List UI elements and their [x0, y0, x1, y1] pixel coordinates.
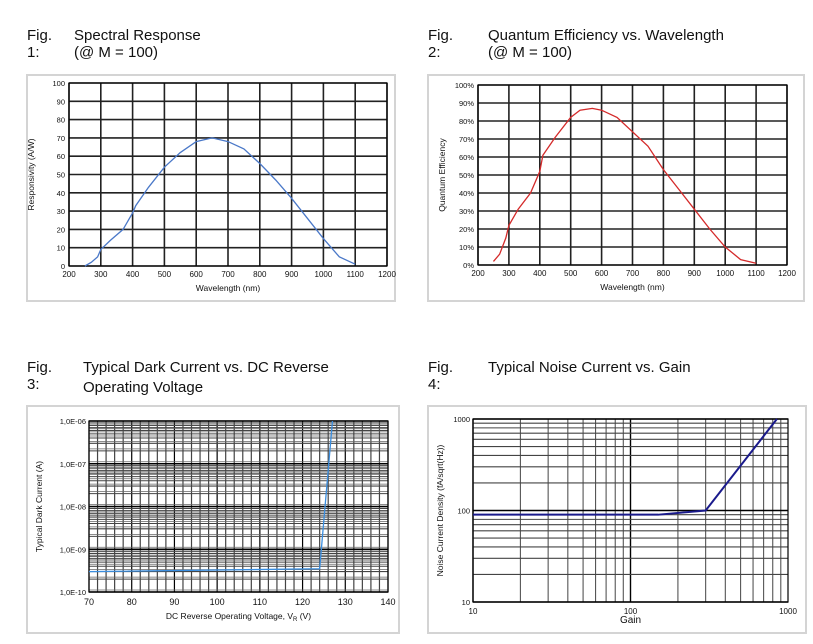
- x-tick-label: 120: [295, 597, 310, 607]
- y-tick-label: 1,0E-08: [60, 503, 86, 512]
- x-axis-label: Wavelength (nm): [196, 283, 261, 293]
- chart1-frame: [26, 74, 396, 302]
- x-axis-label: Gain: [620, 615, 641, 626]
- data-series-line: [88, 420, 334, 573]
- chart-subtitle: (@ M = 100): [74, 44, 159, 61]
- x-tick-label: 600: [595, 269, 609, 278]
- chart-subtitle: (@ M = 100): [488, 44, 573, 61]
- y-tick-label: 20%: [459, 225, 474, 234]
- y-tick-label: 40%: [459, 189, 474, 198]
- y-tick-label: 50%: [459, 171, 474, 180]
- y-tick-label: 1,0E-07: [60, 460, 86, 469]
- y-tick-label: 70%: [459, 135, 474, 144]
- y-tick-label: 90: [57, 97, 65, 106]
- chart-title: Typical Noise Current vs. Gain: [488, 359, 691, 376]
- x-tick-label: 300: [502, 269, 516, 278]
- y-tick-label: 40: [57, 189, 65, 198]
- y-tick-label: 10%: [459, 243, 474, 252]
- x-tick-label: 1200: [378, 270, 396, 279]
- x-axis-label: Wavelength (nm): [600, 282, 665, 292]
- fig-number: Fig. 2:: [428, 27, 454, 61]
- x-tick-label: 110: [253, 597, 267, 607]
- x-tick-label: 700: [221, 270, 235, 279]
- y-axis-label: Typical Dark Current (A): [34, 461, 44, 552]
- y-axis-label: Responsivity (A/W): [26, 138, 36, 210]
- y-tick-label: 100: [457, 507, 470, 516]
- data-series-line: [473, 418, 778, 516]
- y-tick-label: 70: [57, 134, 65, 143]
- x-tick-label: 800: [657, 269, 671, 278]
- x-tick-label: 200: [62, 270, 76, 279]
- data-series-line: [84, 137, 356, 267]
- x-tick-label: 70: [84, 597, 94, 607]
- y-tick-label: 1,0E-06: [60, 417, 86, 426]
- chart-title: Typical Dark Current vs. DC Reverse: [83, 359, 329, 376]
- x-tick-label: 1200: [778, 269, 796, 278]
- x-tick-label: 90: [169, 597, 179, 607]
- x-axis-label: DC Reverse Operating Voltage, VR (V): [166, 611, 311, 623]
- x-tick-label: 100: [210, 597, 225, 607]
- y-tick-label: 1000: [453, 415, 470, 424]
- y-axis-label: Quantum Efficiency: [437, 137, 447, 211]
- y-tick-label: 30%: [459, 207, 474, 216]
- x-tick-label: 1100: [347, 270, 365, 279]
- y-tick-label: 100: [52, 79, 65, 88]
- x-tick-label: 1000: [315, 270, 333, 279]
- x-tick-label: 1000: [779, 607, 797, 616]
- x-tick-label: 80: [127, 597, 137, 607]
- x-tick-label: 800: [253, 270, 267, 279]
- fig-number: Fig. 3:: [27, 359, 53, 393]
- chart3-frame: [26, 405, 400, 634]
- y-tick-label: 80%: [459, 117, 474, 126]
- x-tick-label: 100: [624, 607, 638, 616]
- y-tick-label: 20: [57, 225, 65, 234]
- x-tick-label: 400: [126, 270, 140, 279]
- x-tick-label: 600: [190, 270, 204, 279]
- x-tick-label: 300: [94, 270, 108, 279]
- x-tick-label: 500: [564, 269, 578, 278]
- plot-area: [88, 420, 389, 593]
- y-tick-label: 1,0E-09: [60, 545, 86, 554]
- y-tick-label: 80: [57, 116, 65, 125]
- chart-title: Quantum Efficiency vs. Wavelength: [488, 27, 724, 44]
- y-tick-label: 30: [57, 207, 65, 216]
- y-tick-label: 50: [57, 171, 65, 180]
- chart2-frame: [427, 74, 805, 302]
- x-tick-label: 1000: [716, 269, 734, 278]
- y-tick-label: 0: [61, 262, 65, 271]
- y-tick-label: 10: [57, 244, 65, 253]
- y-tick-label: 60%: [459, 153, 474, 162]
- fig-number: Fig. 1:: [27, 27, 53, 61]
- x-tick-label: 500: [158, 270, 172, 279]
- chart4-frame: [427, 405, 807, 634]
- x-tick-label: 400: [533, 269, 547, 278]
- y-tick-label: 60: [57, 152, 65, 161]
- y-tick-label: 90%: [459, 99, 474, 108]
- x-tick-label: 900: [285, 270, 299, 279]
- x-tick-label: 200: [471, 269, 485, 278]
- plot-area: [472, 418, 789, 603]
- y-tick-label: 0%: [463, 261, 474, 270]
- chart-subtitle: Operating Voltage: [83, 379, 204, 396]
- y-tick-label: 100%: [455, 81, 475, 90]
- x-tick-label: 10: [469, 607, 478, 616]
- x-tick-label: 900: [688, 269, 702, 278]
- y-axis-label: Noise Current Density (fA/sqrt(Hz)): [435, 444, 445, 576]
- chart-title: Spectral Response: [74, 27, 201, 44]
- plot-area: [68, 82, 388, 267]
- x-tick-label: 700: [626, 269, 640, 278]
- x-tick-label: 1100: [747, 269, 765, 278]
- plot-area: [477, 84, 788, 266]
- data-series-line: [492, 107, 757, 264]
- x-tick-label: 130: [338, 597, 353, 607]
- fig-number: Fig. 4:: [428, 359, 454, 393]
- y-tick-label: 10: [462, 598, 470, 607]
- y-tick-label: 1,0E-10: [60, 588, 86, 597]
- x-tick-label: 140: [380, 597, 395, 607]
